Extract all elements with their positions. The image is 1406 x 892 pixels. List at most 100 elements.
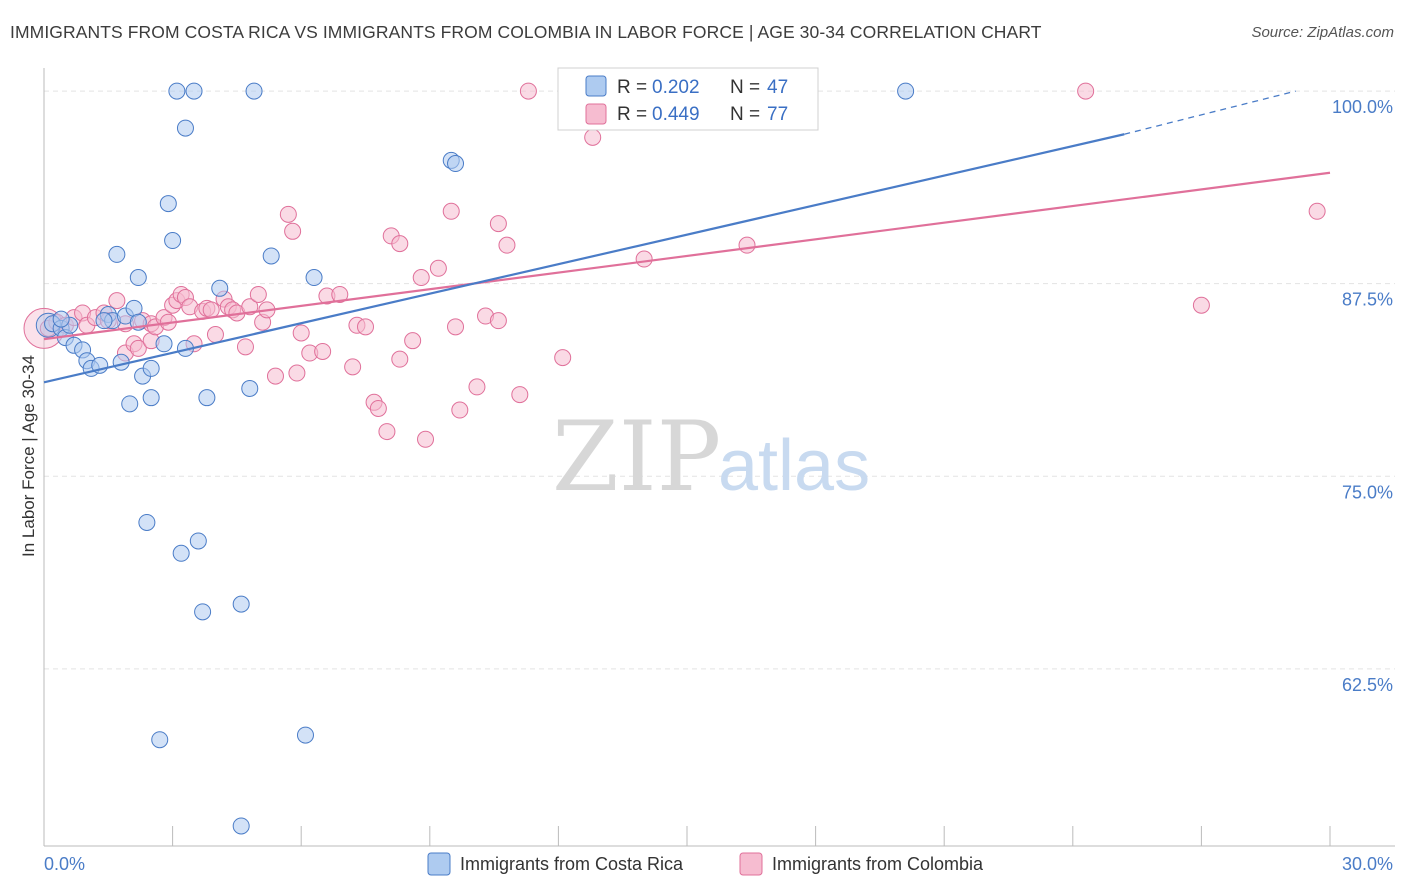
series-costa-rica-points (35, 82, 915, 835)
colombia-point-28 (202, 301, 220, 319)
colombia-point-34 (236, 338, 254, 356)
colombia-point-61 (442, 202, 460, 220)
colombia-point-48 (344, 358, 362, 376)
legend-n-value-2: 77 (767, 104, 788, 125)
colombia-point-9 (108, 292, 126, 310)
costa-rica-point-33 (198, 389, 216, 407)
colombia-point-76 (1308, 202, 1326, 220)
costa-rica-point-32 (194, 603, 212, 621)
legend-r-value-1: 0.202 (652, 77, 700, 98)
colombia-point-73 (635, 250, 653, 268)
colombia-point-29 (206, 326, 224, 344)
colombia-point-36 (249, 285, 267, 303)
watermark: ZIP atlas (552, 401, 870, 513)
axes (43, 68, 1395, 847)
legend-box: R = 0.202 N = 47 R = 0.449 N = 77 (557, 67, 819, 131)
chart-title: IMMIGRANTS FROM COSTA RICA VS IMMIGRANTS… (10, 22, 1042, 42)
costa-rica-point-36 (232, 595, 250, 613)
costa-rica-point-45 (52, 310, 70, 328)
y-tick-label-1: 75.0% (1342, 482, 1393, 502)
colombia-point-72 (584, 128, 602, 146)
colombia-point-41 (284, 222, 302, 240)
y-axis-label: In Labor Force | Age 30-34 (19, 355, 38, 557)
costa-rica-point-28 (176, 119, 194, 137)
costa-rica-point-41 (305, 269, 323, 287)
colombia-point-39 (266, 367, 284, 385)
colombia-point-68 (498, 236, 516, 254)
colombia-point-40 (279, 205, 297, 223)
costa-rica-trend-extension (1124, 90, 1296, 135)
costa-rica-point-14 (121, 395, 139, 413)
costa-rica-point-22 (151, 731, 169, 749)
costa-rica-point-34 (211, 279, 229, 297)
costa-rica-point-40 (296, 726, 314, 744)
colombia-point-53 (378, 423, 396, 441)
legend-r-label-1: R = (617, 77, 647, 98)
colombia-point-66 (489, 312, 507, 330)
colombia-point-77 (1192, 296, 1210, 314)
y-tick-label-0: 62.5% (1342, 675, 1393, 695)
x-tick-label-0: 0.0% (44, 854, 85, 874)
colombia-point-45 (314, 342, 332, 360)
legend-swatch-pink (585, 103, 607, 125)
bottom-legend-costa-rica: Immigrants from Costa Rica (460, 854, 684, 874)
colombia-point-69 (511, 386, 529, 404)
costa-rica-point-44 (897, 82, 915, 100)
colombia-point-52 (369, 399, 387, 417)
costa-rica-point-21 (142, 389, 160, 407)
costa-rica-point-20 (142, 359, 160, 377)
legend-n-label-1: N = (730, 77, 760, 98)
costa-rica-point-16 (129, 269, 147, 287)
colombia-point-67 (489, 215, 507, 233)
chart-source: Source: ZipAtlas.com (1251, 24, 1394, 41)
bottom-legend: Immigrants from Costa Rica Immigrants fr… (427, 852, 984, 876)
colombia-point-50 (357, 318, 374, 336)
colombia-point-13 (129, 339, 147, 357)
costa-rica-point-43 (447, 155, 465, 173)
watermark-zip: ZIP (552, 401, 721, 513)
colombia-point-70 (519, 82, 537, 100)
costa-rica-point-24 (159, 195, 177, 213)
x-tick-labels: 0.0% 30.0% (44, 854, 1393, 874)
legend-swatch-blue (585, 75, 607, 97)
costa-rica-point-46 (95, 312, 113, 330)
costa-rica-point-38 (245, 82, 263, 100)
colombia-point-75 (1077, 82, 1095, 100)
costa-rica-point-31 (185, 82, 203, 100)
costa-rica-point-25 (164, 232, 182, 250)
colombia-point-57 (404, 332, 422, 350)
costa-rica-point-27 (172, 544, 190, 562)
legend-r-value-2: 0.449 (652, 104, 700, 125)
costa-rica-point-39 (262, 247, 280, 265)
bottom-legend-swatch-colombia (739, 852, 763, 876)
bottom-legend-swatch-costa-rica (427, 852, 451, 876)
costa-rica-point-30 (189, 532, 207, 550)
trend-lines (43, 90, 1331, 384)
legend-r-label-2: R = (617, 104, 647, 125)
costa-rica-point-26 (168, 82, 186, 100)
y-tick-label-2: 87.5% (1342, 290, 1393, 310)
colombia-trend-line (43, 171, 1331, 341)
costa-rica-point-35 (232, 817, 250, 835)
costa-rica-trend-line (43, 133, 1125, 384)
colombia-point-47 (331, 285, 349, 303)
costa-rica-point-19 (138, 513, 156, 531)
colombia-point-64 (468, 378, 486, 396)
x-tick-label-1: 30.0% (1342, 854, 1393, 874)
y-tick-label-3: 100.0% (1332, 97, 1393, 117)
grid-lines (44, 90, 1395, 670)
legend-n-value-1: 47 (767, 77, 788, 98)
watermark-atlas: atlas (718, 426, 870, 506)
y-tick-labels: 62.5% 75.0% 87.5% 100.0% (1332, 97, 1393, 695)
colombia-point-63 (451, 401, 469, 419)
colombia-point-71 (554, 349, 572, 367)
legend-n-label-2: N = (730, 104, 760, 125)
costa-rica-point-23 (155, 335, 173, 353)
series-colombia-points (23, 82, 1326, 448)
colombia-point-55 (391, 350, 409, 368)
colombia-point-58 (412, 269, 430, 287)
colombia-point-60 (429, 259, 447, 277)
costa-rica-point-37 (241, 379, 259, 397)
colombia-point-42 (288, 364, 306, 382)
